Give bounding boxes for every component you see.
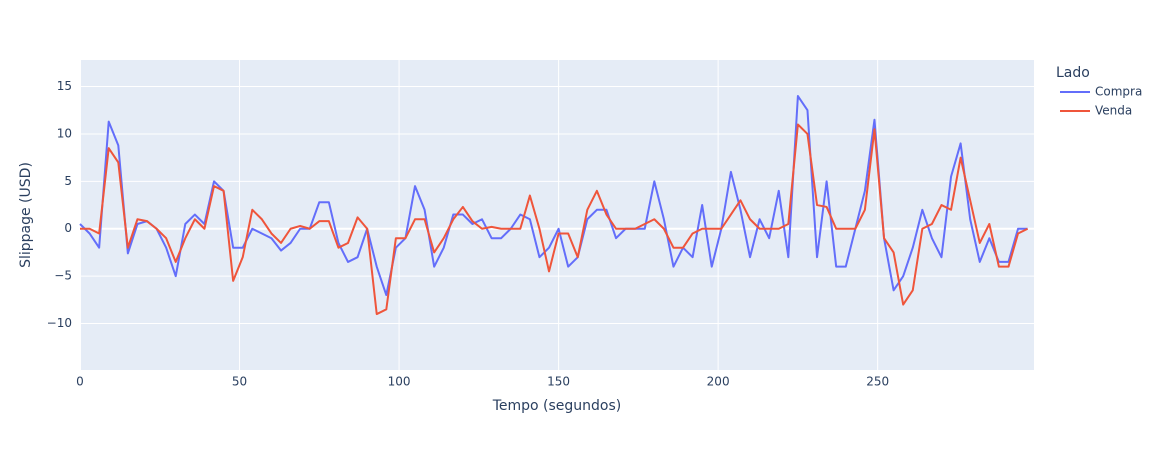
y-tick-label: 10 (57, 126, 72, 140)
legend-title: Lado (1056, 65, 1090, 81)
x-tick-label: 250 (866, 375, 889, 389)
y-tick-label: 5 (64, 174, 72, 188)
legend-label: Compra (1095, 85, 1142, 99)
y-tick-label: −10 (47, 316, 72, 330)
line-series (79, 95, 1028, 297)
x-tick-label: 200 (707, 375, 730, 389)
y-tick-label: 0 (64, 221, 72, 235)
x-tick-label: 50 (232, 375, 247, 389)
x-axis-title: Tempo (segundos) (492, 398, 622, 414)
x-tick-label: 150 (547, 375, 570, 389)
x-tick-label: 100 (388, 375, 411, 389)
line-series (80, 123, 1029, 316)
y-axis-title: Slippage (USD) (18, 162, 34, 268)
plot-area (80, 60, 1034, 370)
y-tick-label: 15 (57, 79, 72, 93)
x-tick-label: 0 (76, 375, 84, 389)
legend-label: Venda (1095, 104, 1132, 118)
y-tick-label: −5 (54, 269, 72, 283)
